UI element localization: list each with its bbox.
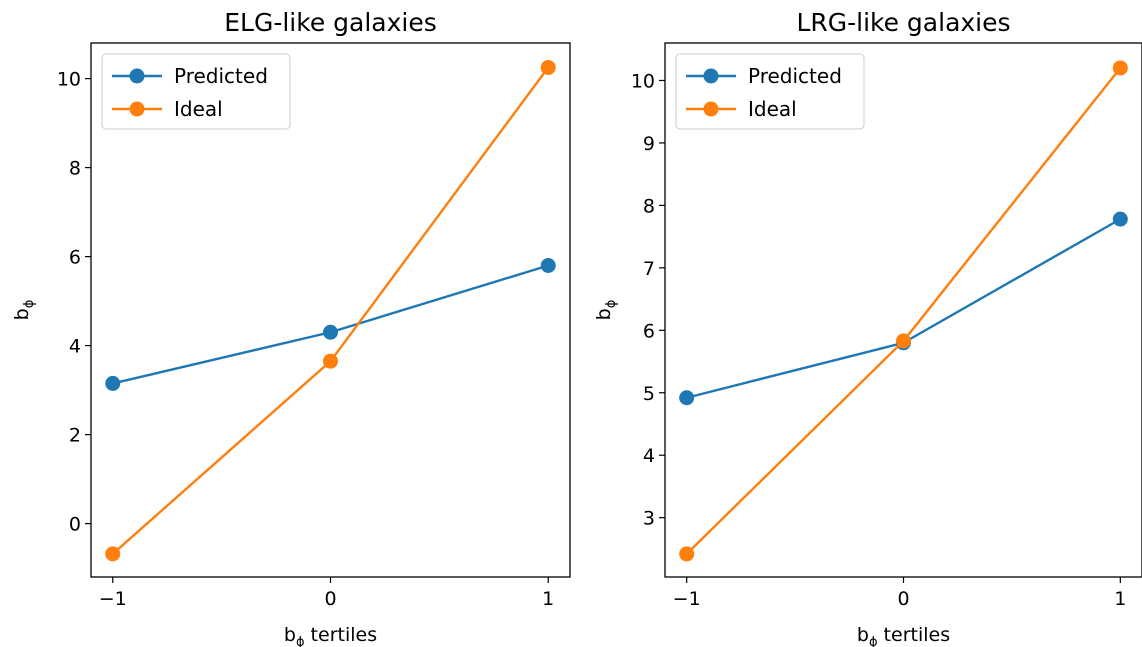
- y-tick-label: 6: [643, 320, 655, 342]
- y-tick-label: 4: [69, 336, 81, 358]
- data-point-ideal: [540, 59, 556, 75]
- legend-box: [101, 53, 291, 130]
- chart-title: LRG-like galaxies: [796, 8, 1010, 37]
- y-tick-label: 8: [643, 195, 655, 217]
- y-tick-label: 7: [643, 258, 655, 280]
- x-tick-label: 1: [1114, 588, 1126, 610]
- x-axis-label: bϕ tertiles: [284, 624, 377, 647]
- y-tick-label: 4: [643, 445, 655, 467]
- legend: Predicted Ideal: [101, 53, 291, 130]
- y-axis-label-subscript: ϕ: [22, 300, 37, 309]
- legend-marker-predicted: [703, 68, 719, 84]
- data-point-ideal: [323, 353, 338, 369]
- series-line-predicted: [686, 218, 1121, 399]
- y-tick-label: 8: [69, 158, 81, 180]
- x-tick-label: −1: [673, 588, 701, 610]
- data-point-ideal: [896, 333, 911, 349]
- axes-frame: [90, 42, 571, 578]
- y-axis-label-subscript: ϕ: [604, 300, 619, 309]
- y-axis-label-base: b: [593, 308, 615, 320]
- y-axis-label: bϕ: [11, 300, 37, 321]
- y-tick-label: 6: [69, 247, 81, 269]
- data-point-predicted: [679, 390, 695, 406]
- x-axis-label-rest: tertiles: [305, 624, 378, 646]
- series-line-ideal: [685, 67, 1122, 555]
- y-tick-label: 0: [69, 514, 81, 536]
- data-point-predicted: [323, 324, 338, 340]
- legend-marker-predicted: [129, 68, 145, 84]
- data-point-ideal: [105, 546, 121, 562]
- legend-marker-ideal: [129, 101, 145, 117]
- x-tick-label: 1: [542, 588, 554, 610]
- legend-label-predicted: Predicted: [748, 64, 842, 88]
- x-tick-label: 0: [897, 588, 909, 610]
- data-point-predicted: [105, 375, 121, 391]
- x-axis-label-base: b: [284, 624, 296, 646]
- data-point-predicted: [1112, 211, 1128, 227]
- series-line-ideal: [111, 66, 550, 555]
- y-tick-label: 3: [643, 508, 655, 530]
- x-axis-label-subscript: ϕ: [296, 635, 305, 647]
- axes-frame: [664, 42, 1142, 578]
- chart-title: ELG-like galaxies: [224, 8, 437, 37]
- legend: Predicted Ideal: [675, 53, 865, 130]
- y-tick-label: 10: [57, 69, 81, 91]
- legend-label-ideal: Ideal: [174, 97, 223, 121]
- y-axis-label: bϕ: [593, 300, 619, 321]
- x-tick-label: 0: [324, 588, 336, 610]
- y-tick-label: 10: [631, 70, 655, 92]
- data-point-predicted: [540, 258, 556, 273]
- legend-label-ideal: Ideal: [748, 97, 797, 121]
- y-tick-label: 5: [643, 383, 655, 405]
- data-point-ideal: [1112, 60, 1128, 76]
- y-tick-label: 9: [643, 133, 655, 155]
- x-axis-label: bϕ tertiles: [857, 624, 950, 647]
- x-axis-label-base: b: [857, 624, 869, 646]
- legend-label-predicted: Predicted: [174, 64, 268, 88]
- x-axis-label-rest: tertiles: [878, 624, 951, 646]
- x-axis-label-subscript: ϕ: [869, 635, 878, 647]
- x-tick-label: −1: [99, 588, 127, 610]
- legend-box: [675, 53, 865, 130]
- legend-marker-ideal: [703, 101, 719, 117]
- data-point-ideal: [679, 546, 695, 562]
- y-axis-label-base: b: [11, 308, 33, 320]
- y-tick-label: 2: [69, 425, 81, 447]
